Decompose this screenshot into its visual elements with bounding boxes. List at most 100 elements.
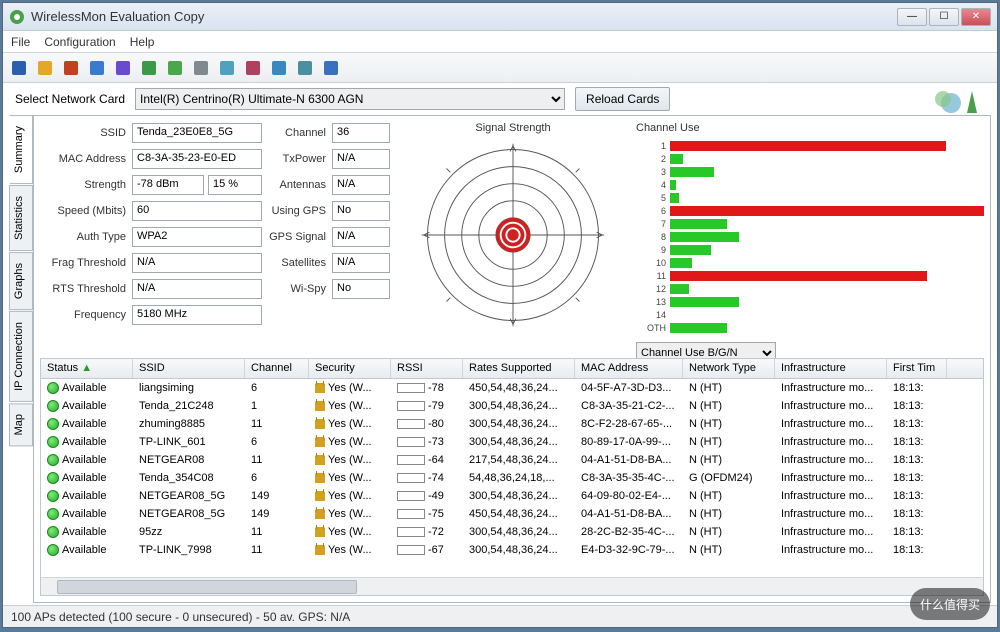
main-panel: SSIDTenda_23E0E8_5GMAC AddressC8-3A-35-2… (33, 115, 991, 603)
export-icon[interactable] (217, 58, 237, 78)
channel-row: 3 (642, 166, 984, 178)
info-right-col: Channel36TxPowerN/AAntennasN/AUsing GPSN… (268, 122, 390, 352)
th-rates-supported[interactable]: Rates Supported (463, 359, 575, 378)
table-row[interactable]: AvailableTenda_354C086Yes (W...-7454,48,… (41, 469, 983, 487)
field-label: Using GPS (268, 205, 332, 217)
field-strength: Strength-78 dBm15 % (40, 174, 262, 196)
field-ssid: SSIDTenda_23E0E8_5G (40, 122, 262, 144)
menu-file[interactable]: File (11, 35, 30, 49)
net3-icon[interactable] (139, 58, 159, 78)
field-txpower: TxPowerN/A (268, 148, 390, 170)
toolbar (3, 53, 997, 83)
field-mac-address: MAC AddressC8-3A-35-23-E0-ED (40, 148, 262, 170)
sidetab-map[interactable]: Map (9, 403, 33, 446)
table-row[interactable]: Availablezhuming888511Yes (W...-80300,54… (41, 415, 983, 433)
status-dot-icon (47, 436, 59, 448)
save-icon[interactable] (9, 58, 29, 78)
th-infrastructure[interactable]: Infrastructure (775, 359, 887, 378)
channel-label: OTH (642, 323, 670, 333)
field-channel: Channel36 (268, 122, 390, 144)
th-network-type[interactable]: Network Type (683, 359, 775, 378)
close-button[interactable]: ✕ (961, 8, 991, 26)
field-label: Satellites (268, 257, 332, 269)
th-security[interactable]: Security (309, 359, 391, 378)
status-dot-icon (47, 508, 59, 520)
folder-icon[interactable] (35, 58, 55, 78)
net1-icon[interactable] (87, 58, 107, 78)
sidetab-statistics[interactable]: Statistics (9, 185, 33, 251)
field-value: No (332, 279, 390, 299)
th-channel[interactable]: Channel (245, 359, 309, 378)
field-speed-mbits-: Speed (Mbits)60 (40, 200, 262, 222)
table-row[interactable]: AvailableTenda_21C2481Yes (W...-79300,54… (41, 397, 983, 415)
reload-cards-button[interactable]: Reload Cards (575, 87, 670, 111)
table-row[interactable]: AvailableNETGEAR08_5G149Yes (W...-75450,… (41, 505, 983, 523)
field-value: WPA2 (132, 227, 262, 247)
field-label: Antennas (268, 179, 332, 191)
field-label: RTS Threshold (40, 283, 132, 295)
channel-label: 14 (642, 310, 670, 320)
network-card-select[interactable]: Intel(R) Centrino(R) Ultimate-N 6300 AGN (135, 88, 565, 110)
field-satellites: SatellitesN/A (268, 252, 390, 274)
status-dot-icon (47, 526, 59, 538)
field-value: 15 % (208, 175, 262, 195)
channel-row: 1 (642, 140, 984, 152)
clipboard-icon[interactable] (243, 58, 263, 78)
status-dot-icon (47, 454, 59, 466)
field-antennas: AntennasN/A (268, 174, 390, 196)
app-icon (9, 9, 25, 25)
lock-icon (315, 509, 325, 519)
print-icon[interactable] (191, 58, 211, 78)
field-label: Strength (40, 179, 132, 191)
channel-bars: 1234567891011121314OTH (636, 136, 984, 338)
sidetab-graphs[interactable]: Graphs (9, 252, 33, 310)
network-card-label: Select Network Card (15, 92, 125, 106)
channel-label: 8 (642, 232, 670, 242)
channel-label: 6 (642, 206, 670, 216)
target-icon[interactable] (61, 58, 81, 78)
table-row[interactable]: AvailableNETGEAR08_5G149Yes (W...-49300,… (41, 487, 983, 505)
table-body[interactable]: Availableliangsiming6Yes (W...-78450,54,… (41, 379, 983, 577)
menu-help[interactable]: Help (130, 35, 155, 49)
field-label: Channel (268, 127, 332, 139)
flag-icon[interactable] (165, 58, 185, 78)
upper-region: SSIDTenda_23E0E8_5G MAC AddressC8-3A-35-2… (40, 122, 984, 352)
refresh-icon[interactable] (295, 58, 315, 78)
brand-logo (680, 85, 985, 113)
channel-label: 3 (642, 167, 670, 177)
help-icon[interactable] (321, 58, 341, 78)
maximize-button[interactable]: ☐ (929, 8, 959, 26)
sidetab-ip-connection[interactable]: IP Connection (9, 311, 33, 402)
status-dot-icon (47, 472, 59, 484)
th-rssi[interactable]: RSSI (391, 359, 463, 378)
content-area: SummaryStatisticsGraphsIP ConnectionMap … (3, 115, 997, 605)
th-mac-address[interactable]: MAC Address (575, 359, 683, 378)
field-label: GPS Signal (268, 231, 332, 243)
net2-icon[interactable] (113, 58, 133, 78)
th-status[interactable]: Status ▲ (41, 359, 133, 378)
field-using-gps: Using GPSNo (268, 200, 390, 222)
field-value: No (332, 201, 390, 221)
th-first-tim[interactable]: First Tim (887, 359, 947, 378)
signal-strength-section: Signal Strength (398, 122, 628, 352)
table-row[interactable]: AvailableTP-LINK_799811Yes (W...-67300,5… (41, 541, 983, 559)
minimize-button[interactable]: — (897, 8, 927, 26)
table-row[interactable]: AvailableTP-LINK_6016Yes (W...-73300,54,… (41, 433, 983, 451)
channel-row: 2 (642, 153, 984, 165)
network-card-row: Select Network Card Intel(R) Centrino(R)… (3, 83, 997, 115)
table-row[interactable]: Available95zz11Yes (W...-72300,54,48,36,… (41, 523, 983, 541)
table-row[interactable]: AvailableNETGEAR0811Yes (W...-64217,54,4… (41, 451, 983, 469)
globe-icon[interactable] (269, 58, 289, 78)
lock-icon (315, 527, 325, 537)
sidetab-summary[interactable]: Summary (9, 115, 33, 184)
channel-label: 2 (642, 154, 670, 164)
field-label: Auth Type (40, 231, 132, 243)
field-label: Frag Threshold (40, 257, 132, 269)
table-row[interactable]: Availableliangsiming6Yes (W...-78450,54,… (41, 379, 983, 397)
th-ssid[interactable]: SSID (133, 359, 245, 378)
watermark: 什么值得买 (910, 588, 990, 620)
menu-configuration[interactable]: Configuration (44, 35, 115, 49)
field-value: Tenda_23E0E8_5G (132, 123, 262, 143)
horizontal-scrollbar[interactable] (41, 577, 983, 595)
channel-label: 13 (642, 297, 670, 307)
